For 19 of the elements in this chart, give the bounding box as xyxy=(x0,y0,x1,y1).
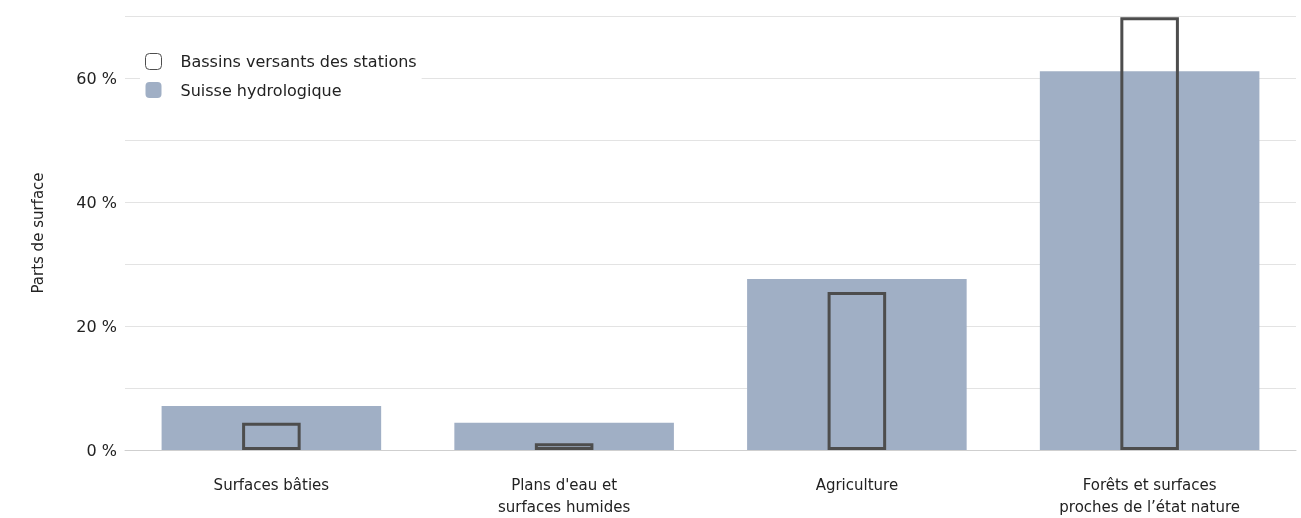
x-tick-label: Surfaces bâties xyxy=(213,476,330,494)
legend-label: Suisse hydrologique xyxy=(180,80,342,100)
bar xyxy=(454,422,674,450)
bar xyxy=(242,422,301,450)
bar xyxy=(161,405,382,450)
y-tick-label: 0 % xyxy=(86,440,117,460)
x-tick-label: Forêts et surfaces proches de l’état nature xyxy=(1059,476,1240,516)
y-tick-label: 40 % xyxy=(76,192,117,212)
y-axis-title: Parts de surface xyxy=(28,172,47,294)
x-tick-label: Plans d'eau et surfaces humides xyxy=(497,476,631,516)
bar xyxy=(827,291,887,450)
x-tick-label: Agriculture xyxy=(815,476,899,494)
bar xyxy=(534,443,594,450)
bar xyxy=(1120,17,1179,450)
bar xyxy=(747,278,967,450)
legend-label: Bassins versants des stations xyxy=(180,52,417,71)
y-tick-label: 60 % xyxy=(76,68,117,88)
y-tick-label: 20 % xyxy=(76,316,117,336)
bar xyxy=(1039,71,1260,450)
